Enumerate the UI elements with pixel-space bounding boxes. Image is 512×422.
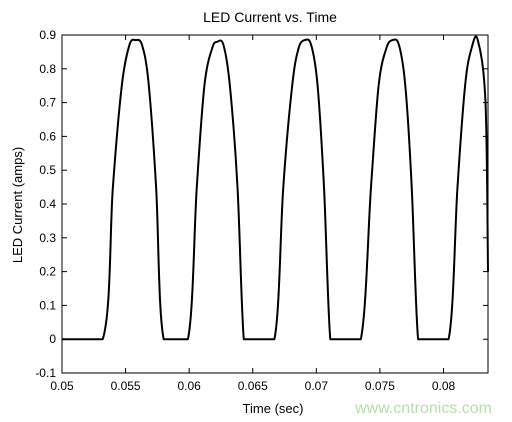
y-axis-label: LED Current (amps) [10, 147, 25, 263]
y-tick-label: 0.3 [39, 231, 56, 245]
x-axis: 0.05 0.055 0.06 0.065 0.07 0.075 0.08 [50, 35, 455, 393]
x-axis-label: Time (sec) [243, 401, 304, 416]
x-tick-label: 0.075 [365, 379, 395, 393]
y-tick-label: -0.1 [35, 366, 56, 380]
x-tick-label: 0.08 [432, 379, 456, 393]
x-tick-label: 0.055 [111, 379, 141, 393]
chart-title: LED Current vs. Time [203, 9, 337, 25]
x-tick-label: 0.065 [238, 379, 268, 393]
y-tick-label: 0.6 [39, 129, 56, 143]
watermark-text: www.cntronics.com [354, 400, 492, 417]
y-tick-label: 0.9 [39, 28, 56, 42]
y-tick-label: 0.8 [39, 62, 56, 76]
y-tick-label: 0.2 [39, 265, 56, 279]
x-tick-label: 0.07 [305, 379, 329, 393]
series-line-led-current [62, 35, 489, 341]
x-tick-label: 0.05 [50, 379, 74, 393]
y-tick-label: 0.7 [39, 96, 56, 110]
y-axis: -0.1 0 0.1 0.2 0.3 0.4 0.5 0.6 0.7 0.8 0.9 [35, 28, 488, 380]
y-tick-label: 0.5 [39, 163, 56, 177]
y-tick-label: 0 [49, 332, 56, 346]
x-tick-label: 0.06 [177, 379, 201, 393]
y-tick-label: 0.1 [39, 298, 56, 312]
plot-frame [61, 34, 489, 374]
y-tick-label: 0.4 [39, 197, 56, 211]
